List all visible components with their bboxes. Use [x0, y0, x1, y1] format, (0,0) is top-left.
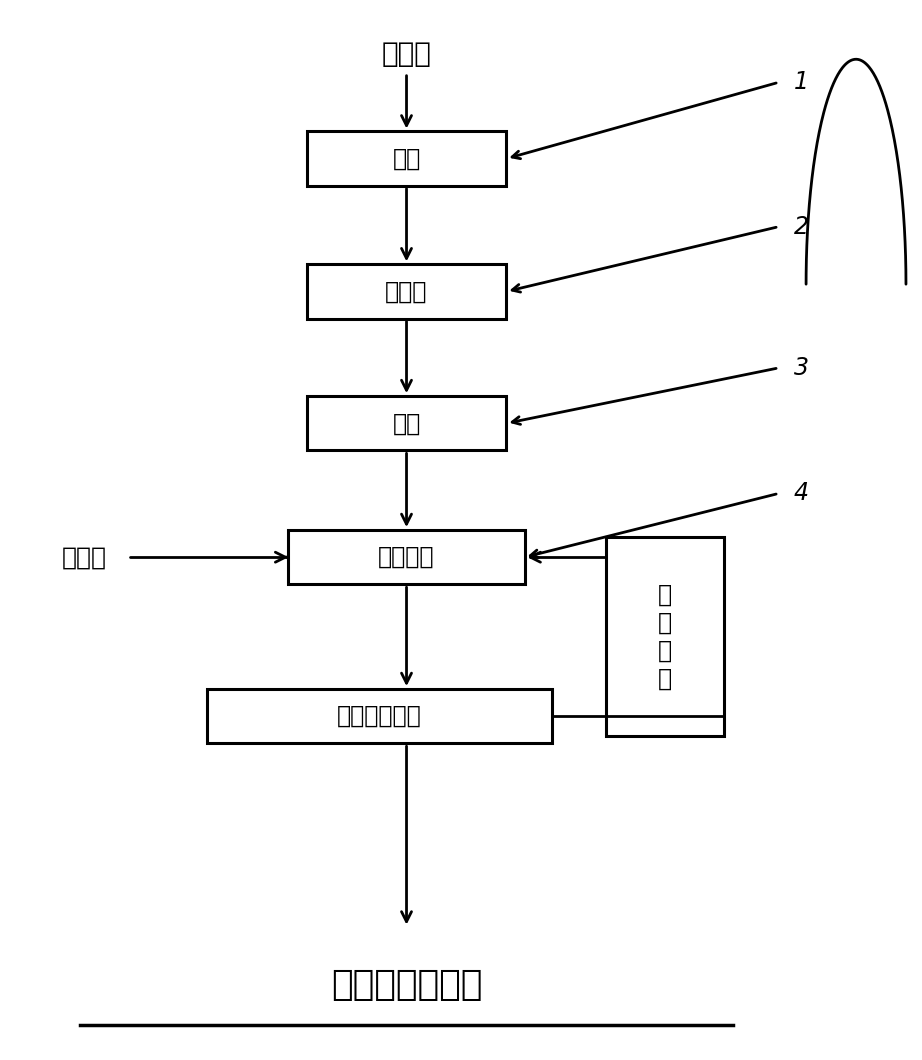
Text: 合格富磷浸出液: 合格富磷浸出液: [331, 968, 482, 1002]
Text: 磷矿石: 磷矿石: [382, 40, 431, 68]
Text: 含菌液: 含菌液: [62, 545, 107, 569]
Bar: [207, 689, 551, 743]
Text: 4: 4: [794, 481, 809, 506]
Bar: [607, 537, 725, 736]
Bar: [307, 131, 506, 186]
Text: 筑堆: 筑堆: [393, 411, 420, 436]
Text: 浸出液收集池: 浸出液收集池: [337, 704, 421, 728]
Bar: [307, 396, 506, 450]
Text: 2: 2: [794, 214, 809, 238]
Text: 混硫磺: 混硫磺: [385, 280, 428, 303]
Bar: [307, 264, 506, 319]
Text: 1: 1: [794, 70, 809, 94]
Text: 循
环
喷
淋: 循 环 喷 淋: [658, 583, 672, 690]
Text: 破碎: 破碎: [393, 146, 420, 171]
Text: 生物浸出: 生物浸出: [378, 545, 435, 569]
Bar: [289, 530, 525, 584]
Text: 3: 3: [794, 356, 809, 379]
